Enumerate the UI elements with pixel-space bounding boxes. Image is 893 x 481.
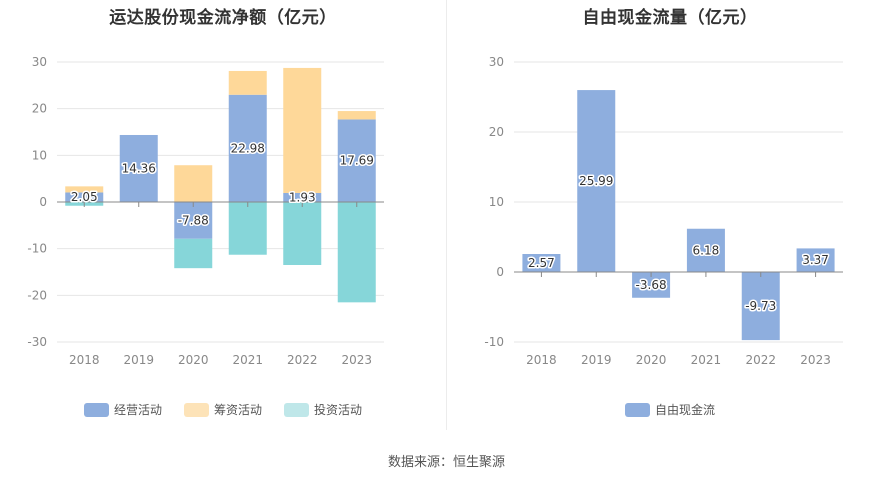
y-tick-label: -10 [27,242,47,256]
x-tick-label: 2021 [232,353,263,367]
chart-legend: 自由现金流 [447,401,893,418]
data-label: 1.93 [289,190,316,204]
bar-筹资活动-2018 [65,186,104,193]
data-label: 3.37 [802,253,829,267]
legend-swatch [183,402,209,417]
chart-legend: 经营活动 筹资活动 投资活动 [0,401,446,418]
bar-自由现金流-2022 [741,272,780,341]
y-tick-label: -10 [484,335,504,349]
bar-经营活动-2019 [119,134,158,202]
y-tick-label: 30 [489,55,504,69]
y-tick-label: 20 [489,125,504,139]
y-tick-label: 30 [32,55,47,69]
bar-筹资活动-2023 [337,111,376,120]
bar-自由现金流-2021 [686,228,725,272]
y-tick-label: 0 [39,195,47,209]
legend-label: 自由现金流 [654,403,715,417]
data-label: 2.05 [71,190,98,204]
chart-title: 自由现金流量（亿元） [582,8,758,28]
bar-经营活动-2023 [337,119,376,202]
chart-plot-area: 30 20 10 0 -10 -20 -30 2018 2019 2020 2021 2022 2023… [27,55,384,367]
legend-swatch [284,402,309,417]
data-label: 2.57 [528,256,555,270]
bar-经营活动-2020 [174,202,213,239]
x-tick-label: 2020 [636,353,667,367]
data-source-note: 数据来源：恒生聚源 [387,455,505,470]
x-tick-label: 2021 [691,353,722,367]
chart-title: 运达股份现金流净额（亿元） [109,8,337,28]
legend-item-financing[interactable]: 筹资活动 [183,401,262,418]
panel-divider [446,0,447,430]
y-tick-label: 20 [32,102,47,116]
x-tick-label: 2023 [800,353,831,367]
data-label: 22.98 [231,141,265,155]
bar-筹资活动-2021 [228,70,267,95]
bar-经营活动-2022 [283,192,322,202]
y-tick-label: -20 [27,288,47,302]
legend-label: 筹资活动 [213,403,262,417]
free-cash-flow-chart: 自由现金流量（亿元） 30 20 10 0 -10 2018 2019 2020 2021 202… [447,0,893,430]
bar-自由现金流-2018 [522,254,561,272]
legend-swatch [624,402,650,417]
bar-投资活动-2021 [228,202,267,255]
legend-swatch [83,402,109,417]
legend-item-free-cash-flow[interactable]: 自由现金流 [624,401,715,418]
x-tick-label: 2018 [69,353,100,367]
data-label: 6.18 [693,243,720,257]
bar-自由现金流-2023 [796,248,835,272]
cash-flow-net-chart: 运达股份现金流净额（亿元） 30 20 10 0 -10 -20 -30 2018 2019 20… [0,0,446,430]
x-tick-label: 2022 [745,353,776,367]
bar-经营活动-2021 [228,94,267,202]
legend-item-investing[interactable]: 投资活动 [284,401,362,418]
data-label: -3.68 [636,278,667,292]
bar-自由现金流-2019 [577,90,616,272]
x-tick-label: 2019 [123,353,154,367]
y-tick-label: -30 [27,335,47,349]
data-label: -9.73 [745,299,776,313]
bar-经营活动-2018 [65,192,104,202]
data-label: 25.99 [579,174,613,188]
x-tick-label: 2023 [341,353,372,367]
legend-item-operating[interactable]: 经营活动 [83,401,162,418]
bar-投资活动-2023 [337,202,376,303]
y-tick-label: 10 [32,148,47,162]
bar-筹资活动-2020 [174,165,213,202]
bar-投资活动-2020 [174,238,213,269]
data-label: -7.88 [178,213,209,227]
x-tick-label: 2018 [526,353,557,367]
bar-投资活动-2022 [283,202,322,265]
legend-label: 经营活动 [113,403,162,417]
x-tick-label: 2022 [287,353,318,367]
data-label: 14.36 [122,161,156,175]
chart-plot-area: 30 20 10 0 -10 2018 2019 2020 2021 2022 2023 2.57 25… [484,55,843,367]
x-tick-label: 2019 [581,353,612,367]
x-tick-label: 2020 [178,353,209,367]
data-label: 17.69 [340,154,374,168]
legend-label: 投资活动 [314,403,363,417]
y-tick-label: 0 [496,265,504,279]
y-tick-label: 10 [489,195,504,209]
bar-筹资活动-2022 [283,67,322,193]
